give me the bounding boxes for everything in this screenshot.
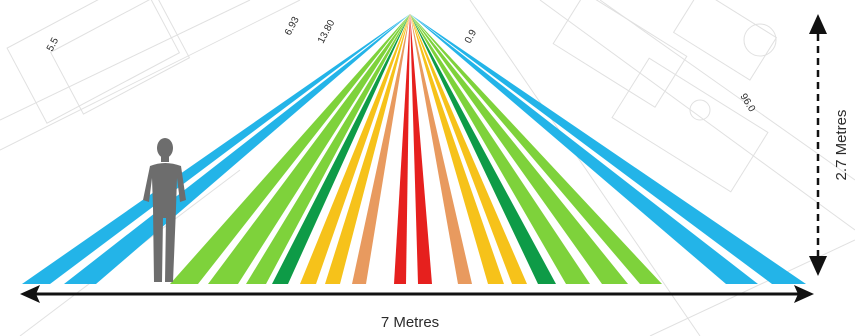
beam-light-green [410, 14, 628, 284]
beam-dark-green [272, 14, 410, 284]
beam-blue [410, 14, 806, 284]
beam-yellow [325, 14, 410, 284]
beam-blue [410, 14, 758, 284]
beam-red [394, 14, 410, 284]
blueprint-label: 5.5 [45, 36, 61, 54]
person-silhouette-icon [143, 138, 186, 282]
beam-red [410, 14, 432, 284]
beam-orange [410, 14, 472, 284]
beam-yellow [300, 14, 410, 284]
beam-orange [352, 14, 410, 284]
beam-yellow [410, 14, 527, 284]
blueprint-label: 6.93 [283, 15, 302, 38]
beam-light-green [170, 14, 410, 284]
height-label: 2.7 Metres [833, 110, 850, 181]
beam-dark-green [410, 14, 556, 284]
beam-light-green [246, 14, 410, 284]
height-arrow [809, 14, 827, 276]
blueprint-label: 13.80 [316, 18, 338, 46]
blueprint-label: 0.9 [463, 28, 479, 46]
beam-blue [22, 14, 410, 284]
width-label: 7 Metres [381, 314, 439, 331]
speaker-beams [22, 14, 806, 284]
width-arrow [20, 285, 814, 303]
beam-light-green [208, 14, 410, 284]
beam-light-green [410, 14, 590, 284]
beam-yellow [410, 14, 504, 284]
beam-light-green [410, 14, 662, 284]
beam-blue [64, 14, 410, 284]
blueprint-label: 96.0 [737, 92, 757, 115]
